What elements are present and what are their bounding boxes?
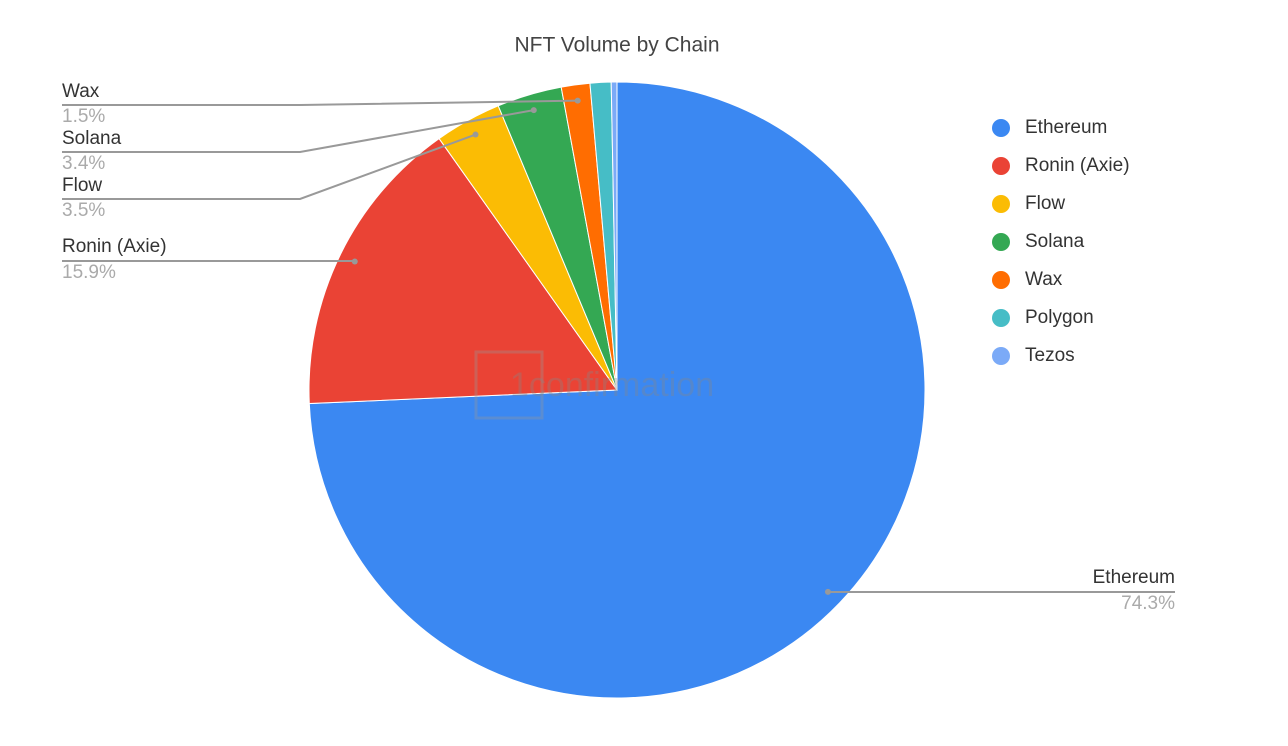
legend-label: Wax — [1025, 269, 1063, 290]
label-value: 74.3% — [1121, 593, 1175, 614]
label-value: 3.4% — [62, 153, 105, 174]
label-value: 3.5% — [62, 200, 105, 221]
label-name: Flow — [62, 175, 102, 196]
pie-slice — [308, 137, 618, 405]
legend-label: Ronin (Axie) — [1025, 155, 1130, 176]
legend-swatch — [992, 347, 1010, 365]
watermark: 1confirmation — [510, 366, 714, 404]
label-name: Wax — [62, 81, 100, 102]
label-name: Ronin (Axie) — [62, 236, 167, 257]
legend-swatch — [992, 157, 1010, 175]
leader-dot — [351, 258, 358, 265]
legend-swatch — [992, 233, 1010, 251]
legend-label: Flow — [1025, 193, 1065, 214]
legend-swatch — [992, 309, 1010, 327]
label-name: Ethereum — [1093, 567, 1175, 588]
leader-line — [62, 109, 534, 153]
leader-dot — [824, 588, 831, 595]
leader-dot — [574, 97, 581, 104]
legend-swatch — [992, 119, 1010, 137]
legend-label: Solana — [1025, 231, 1085, 252]
legend-label: Polygon — [1025, 307, 1094, 328]
legend-swatch — [992, 195, 1010, 213]
legend-label: Tezos — [1025, 345, 1075, 366]
chart-title: NFT Volume by Chain — [514, 34, 719, 57]
label-value: 15.9% — [62, 262, 116, 283]
label-name: Solana — [62, 128, 122, 149]
leader-line — [62, 99, 578, 106]
leader-dot — [530, 107, 537, 114]
leader-line — [62, 133, 476, 200]
leader-dot — [472, 131, 479, 138]
pie-slice — [610, 81, 618, 391]
label-value: 1.5% — [62, 106, 105, 127]
legend-swatch — [992, 271, 1010, 289]
legend-label: Ethereum — [1025, 117, 1107, 138]
watermark-box — [474, 350, 544, 420]
